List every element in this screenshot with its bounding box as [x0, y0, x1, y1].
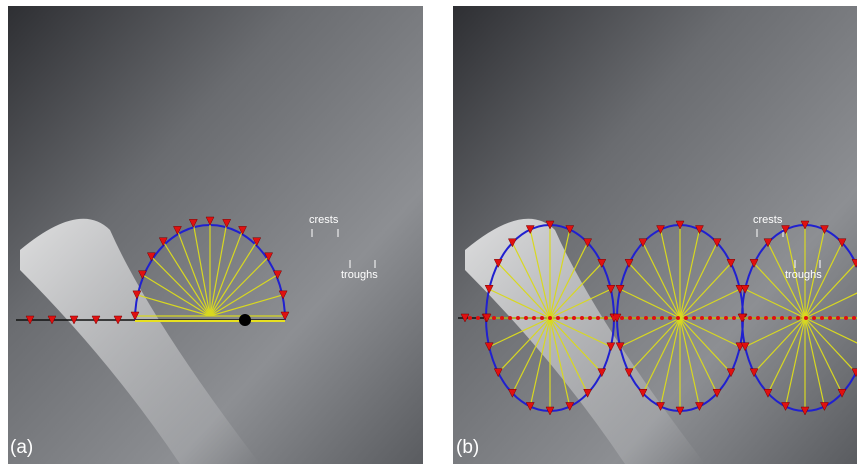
red-dot: [676, 316, 680, 320]
red-dot: [684, 316, 688, 320]
red-dot: [596, 316, 600, 320]
red-dot: [604, 316, 608, 320]
panel-a: crests troughs (a): [8, 6, 423, 464]
red-dot: [700, 316, 704, 320]
body: crests troughs (a) crests troughs (b) ((…: [0, 0, 857, 464]
red-dot: [516, 316, 520, 320]
red-dot: [828, 316, 832, 320]
red-dot: [612, 316, 616, 320]
red-dot: [732, 316, 736, 320]
red-dot: [764, 316, 768, 320]
troughs-label: troughs: [785, 269, 822, 281]
red-dot: [716, 316, 720, 320]
red-dot: [660, 316, 664, 320]
red-dot: [620, 316, 624, 320]
red-dot: [780, 316, 784, 320]
red-dot: [532, 316, 536, 320]
red-dot: [580, 316, 584, 320]
red-dot: [588, 316, 592, 320]
crests-label: crests: [753, 214, 783, 226]
red-dot: [492, 316, 496, 320]
red-dot: [540, 316, 544, 320]
panel-label: (a): [10, 437, 33, 458]
red-dot: [796, 316, 800, 320]
figure: crests troughs (a) crests troughs (b): [0, 0, 857, 464]
page: {"panels": [ {"label": "(a)", "crests": …: [0, 0, 857, 464]
red-dot: [468, 316, 472, 320]
red-dot: [556, 316, 560, 320]
red-dot: [756, 316, 760, 320]
red-dot: [788, 316, 792, 320]
red-dot: [724, 316, 728, 320]
red-dot: [748, 316, 752, 320]
red-dot: [772, 316, 776, 320]
red-dot: [820, 316, 824, 320]
red-dot: [708, 316, 712, 320]
red-dot: [572, 316, 576, 320]
red-dot: [628, 316, 632, 320]
red-dot: [812, 316, 816, 320]
red-dot: [548, 316, 552, 320]
red-dot: [740, 316, 744, 320]
source-point: [239, 314, 251, 326]
panel-b: crests troughs (b): [453, 6, 857, 464]
troughs-label: troughs: [341, 269, 378, 281]
red-dot: [804, 316, 808, 320]
red-dot: [692, 316, 696, 320]
crests-label: crests: [309, 214, 339, 226]
red-dot: [508, 316, 512, 320]
red-dot: [636, 316, 640, 320]
red-dot: [524, 316, 528, 320]
red-dot: [836, 316, 840, 320]
red-dot: [564, 316, 568, 320]
red-dot: [852, 316, 856, 320]
panel-label: (b): [456, 437, 479, 458]
red-dot: [644, 316, 648, 320]
red-dot: [668, 316, 672, 320]
red-dot: [652, 316, 656, 320]
red-dot: [844, 316, 848, 320]
red-dot: [476, 316, 480, 320]
red-dot: [500, 316, 504, 320]
